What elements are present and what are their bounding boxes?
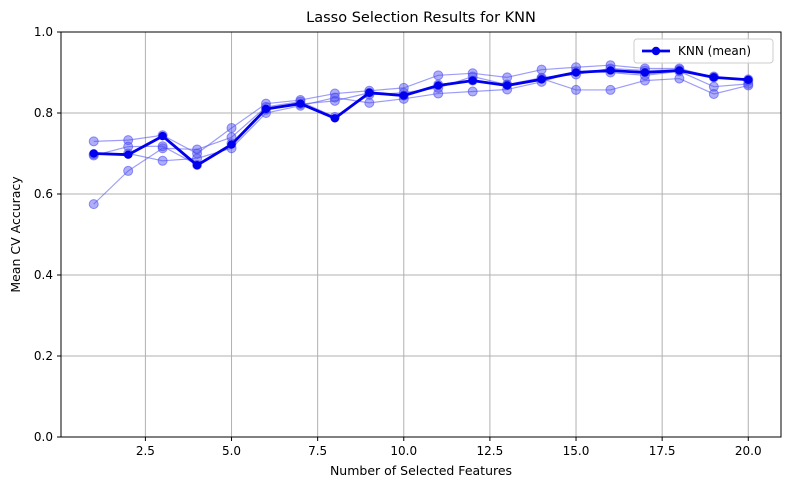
x-tick-label: 17.5 bbox=[649, 444, 676, 458]
mean-series bbox=[89, 66, 753, 170]
fold-run-point bbox=[123, 141, 134, 152]
x-axis-ticks: 2.5 5.0 7.5 10.0 12.5 15.0 17.5 20.0 bbox=[136, 437, 762, 458]
fold-run-point bbox=[157, 141, 168, 152]
mean-series-point bbox=[434, 81, 443, 90]
mean-series-point bbox=[537, 75, 546, 84]
legend-marker-swatch bbox=[651, 46, 661, 56]
y-tick-label: 0.2 bbox=[34, 349, 53, 363]
x-tick-label: 15.0 bbox=[563, 444, 590, 458]
y-axis-title: Mean CV Accuracy bbox=[8, 176, 23, 293]
y-tick-label: 0.4 bbox=[34, 268, 53, 282]
fold-run-point bbox=[88, 136, 99, 147]
mean-series-line bbox=[93, 69, 749, 167]
fold-run-point bbox=[123, 165, 134, 176]
fold-run-line bbox=[93, 70, 749, 162]
chart-title: Lasso Selection Results for KNN bbox=[306, 10, 536, 26]
mean-series-point bbox=[606, 66, 615, 75]
mean-series-point bbox=[399, 91, 408, 100]
y-tick-label: 0.6 bbox=[34, 187, 53, 201]
mean-series-point bbox=[675, 66, 684, 75]
legend-label: KNN (mean) bbox=[678, 44, 751, 58]
mean-series-point bbox=[296, 99, 305, 108]
mean-series-point bbox=[365, 88, 374, 97]
y-tick-label: 0.0 bbox=[34, 430, 53, 444]
mean-series-point bbox=[571, 68, 581, 77]
x-tick-label: 12.5 bbox=[477, 444, 504, 458]
fold-run-point bbox=[433, 88, 444, 99]
plot-frame bbox=[60, 31, 782, 438]
fold-run-point bbox=[157, 155, 168, 166]
mean-series-point bbox=[261, 104, 271, 114]
x-axis-title: Number of Selected Features bbox=[330, 463, 512, 478]
fold-runs bbox=[88, 60, 754, 210]
mean-series-point bbox=[640, 68, 650, 77]
fold-run-point bbox=[708, 81, 719, 92]
mean-series-point bbox=[709, 73, 719, 82]
fold-run-point bbox=[433, 70, 444, 81]
mean-series-point bbox=[192, 161, 202, 170]
fold-run-point bbox=[226, 122, 237, 133]
x-tick-label: 7.5 bbox=[308, 444, 327, 458]
mean-series-point bbox=[744, 75, 753, 84]
mean-series-point bbox=[502, 81, 512, 90]
y-tick-label: 1.0 bbox=[34, 25, 53, 39]
legend: KNN (mean) bbox=[633, 38, 774, 64]
mean-series-point bbox=[158, 131, 167, 141]
x-tick-label: 10.0 bbox=[390, 444, 417, 458]
grid-lines bbox=[61, 31, 781, 438]
fold-run-point bbox=[708, 88, 719, 99]
fold-run-point bbox=[571, 84, 582, 95]
x-tick-label: 5.0 bbox=[222, 444, 241, 458]
legend-box bbox=[633, 38, 774, 64]
mean-series-point bbox=[330, 114, 340, 123]
fold-run-point bbox=[467, 86, 478, 97]
mean-series-point bbox=[468, 76, 477, 85]
y-tick-label: 0.8 bbox=[34, 106, 53, 120]
x-tick-label: 2.5 bbox=[136, 444, 155, 458]
mean-series-point bbox=[89, 149, 98, 158]
fold-run-point bbox=[329, 95, 340, 106]
mean-series-point bbox=[123, 150, 133, 159]
x-tick-label: 20.0 bbox=[735, 444, 762, 458]
fold-run-point bbox=[192, 144, 203, 155]
fold-run-point bbox=[605, 84, 616, 95]
fold-run-point bbox=[364, 97, 375, 108]
mean-series-point bbox=[227, 140, 236, 149]
fold-run-line bbox=[93, 64, 749, 155]
y-axis-ticks: 0.0 0.2 0.4 0.6 0.8 1.0 bbox=[34, 25, 61, 444]
fold-run-point bbox=[88, 199, 99, 210]
